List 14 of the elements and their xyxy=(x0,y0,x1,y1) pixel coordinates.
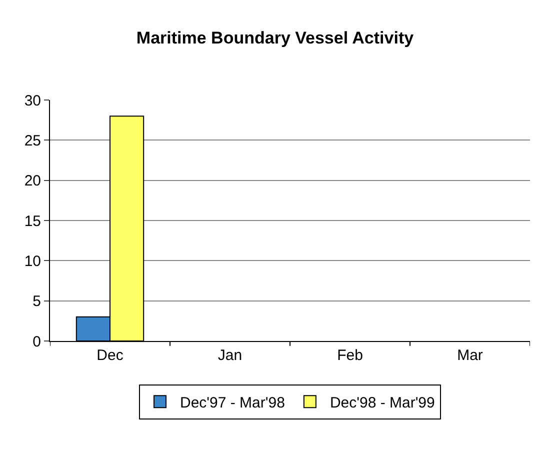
y-tick-label: 20 xyxy=(24,172,41,190)
x-tick-label: Jan xyxy=(218,347,242,364)
y-tick-label: 10 xyxy=(24,252,41,270)
y-tick-label: 5 xyxy=(32,293,41,310)
x-tick-label: Dec xyxy=(96,347,124,364)
legend-label: Dec'97 - Mar'98 xyxy=(180,394,285,412)
y-tick-label: 25 xyxy=(24,132,41,150)
y-tick-label: 30 xyxy=(24,92,41,110)
y-tick-label: 0 xyxy=(32,333,41,350)
chart-title: Maritime Boundary Vessel Activity xyxy=(136,28,414,48)
x-tick-label: Feb xyxy=(337,347,363,364)
legend-label: Dec'98 - Mar'99 xyxy=(330,394,435,412)
x-tick-label: Mar xyxy=(457,347,483,364)
y-tick-label: 15 xyxy=(24,212,41,230)
